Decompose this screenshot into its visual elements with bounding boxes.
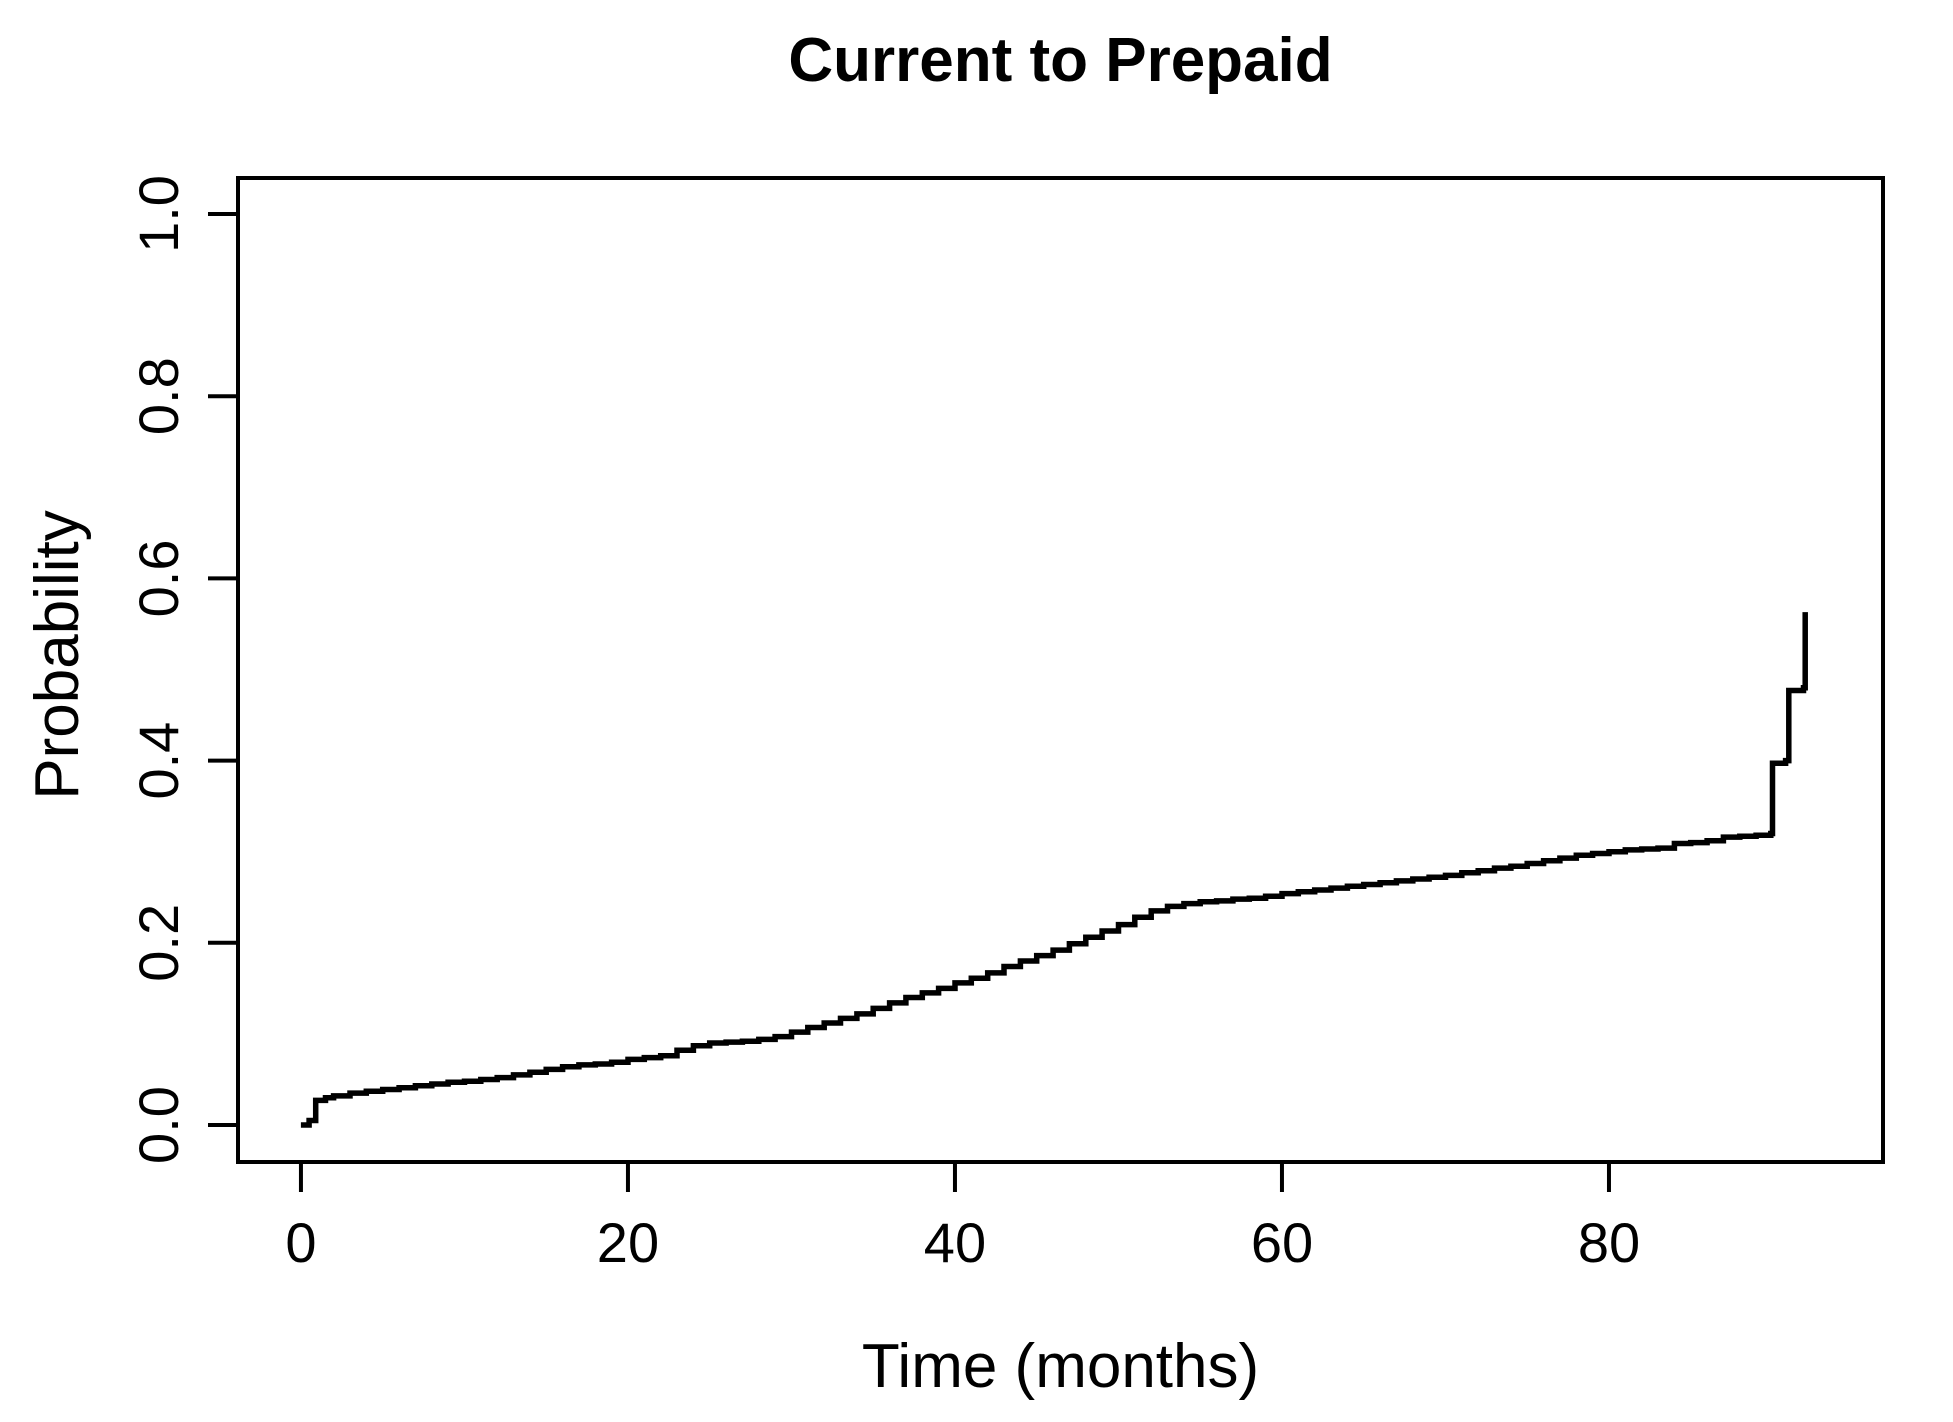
y-axis-tick-label: 0.0 — [127, 1086, 190, 1164]
x-axis-tick-label: 20 — [597, 1211, 659, 1274]
x-axis-tick-label: 40 — [924, 1211, 986, 1274]
x-axis-tick-label: 80 — [1578, 1211, 1640, 1274]
plot-frame — [236, 176, 1885, 1164]
y-axis-title: Probability — [23, 510, 92, 800]
x-axis-tick-label: 60 — [1251, 1211, 1313, 1274]
y-axis-tick-label: 1.0 — [127, 175, 190, 253]
chart-title: Current to Prepaid — [788, 26, 1333, 95]
x-axis-title: Time (months) — [861, 1332, 1260, 1401]
y-axis-tick-label: 0.8 — [127, 357, 190, 435]
y-axis-tick-label: 0.4 — [127, 722, 190, 800]
y-axis-tick-label: 0.2 — [127, 904, 190, 982]
survival-curve — [300, 612, 1808, 1128]
x-axis-tick-label: 0 — [285, 1211, 316, 1274]
y-axis-tick-label: 0.6 — [127, 539, 190, 617]
